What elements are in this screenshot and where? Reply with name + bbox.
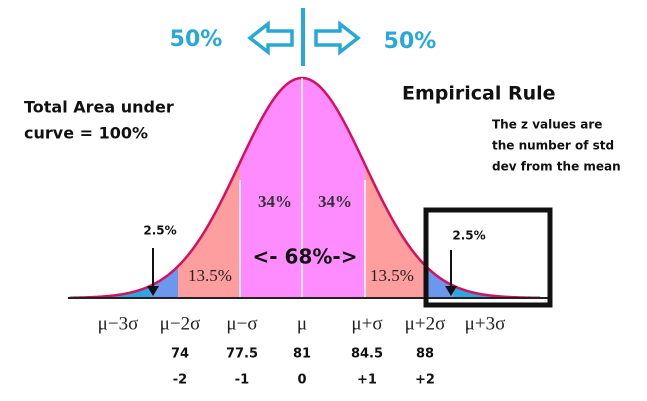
title: Empirical Rule (402, 83, 556, 105)
value-label: 81 (293, 347, 311, 362)
right-arrow (314, 20, 361, 56)
value-label: 88 (416, 347, 434, 362)
region-label: 13.5% (370, 266, 414, 285)
tail-label: 2.5% (143, 224, 176, 238)
axis-label: μ+3σ (465, 313, 506, 334)
axis-label: μ+σ (351, 313, 382, 334)
value-label: 84.5 (351, 347, 383, 362)
right-percent: 50% (384, 29, 437, 54)
note-right-line: the number of std (492, 139, 614, 153)
value-label: 74 (171, 347, 189, 362)
note-left-line: Total Area under (24, 98, 174, 117)
value-label: 77.5 (226, 347, 258, 362)
center-label: <- 68%-> (253, 245, 358, 269)
z-label: -2 (173, 373, 187, 388)
z-label: 0 (297, 373, 306, 388)
pointer-head (147, 286, 159, 296)
note-left-line: curve = 100% (24, 124, 148, 143)
region-label: 34% (258, 192, 292, 211)
note-right-line: The z values are (492, 118, 602, 132)
axis-labels: μ−3σ μ−2σ μ−σ μ μ+σ μ+2σ μ+3σ 74 77.5 81 84.5 88 -2 -… (98, 313, 506, 387)
axis-label: μ (297, 313, 307, 334)
axis-label: μ−σ (226, 313, 257, 334)
region-label: 13.5% (188, 266, 232, 285)
region-label: 34% (318, 192, 352, 211)
z-label: +1 (357, 373, 377, 388)
axis-label: μ−2σ (160, 313, 201, 334)
region (454, 286, 540, 298)
region (70, 286, 150, 298)
axis-label: μ−3σ (98, 313, 139, 334)
left-percent: 50% (170, 27, 223, 52)
pointer-head (445, 286, 457, 296)
z-label: +2 (415, 373, 435, 388)
note-right-line: dev from the mean (492, 160, 621, 174)
axis-label: μ+2σ (405, 313, 446, 334)
highlight-box (423, 207, 553, 308)
tail-label: 2.5% (452, 229, 485, 243)
z-label: -1 (235, 373, 249, 388)
left-arrow (247, 20, 294, 56)
